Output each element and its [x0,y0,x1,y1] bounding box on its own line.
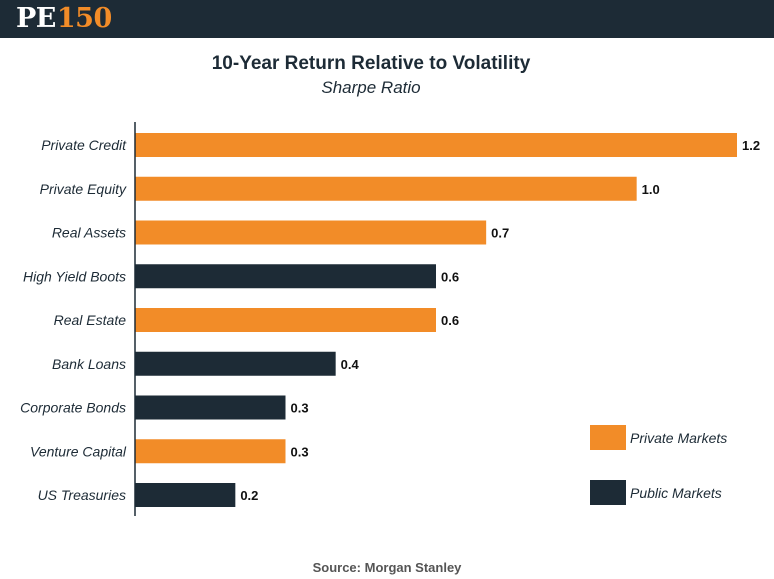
source-note: Source: Morgan Stanley [0,560,774,575]
category-label: Corporate Bonds [20,400,126,416]
bar-private-equity [135,176,637,201]
header-bar: PE150 [0,0,774,38]
chart-subtitle: Sharpe Ratio [321,78,421,97]
bar-high-yield-boots [135,264,436,289]
value-label: 0.7 [491,226,509,241]
value-label: 1.2 [742,138,760,153]
pe150-logo[interactable]: PE150 [16,2,112,36]
legend-swatch-private [590,425,626,450]
legend-label-public: Public Markets [630,485,722,501]
value-label: 0.3 [291,444,309,459]
source-prefix: Source: [312,560,361,575]
category-label: Private Equity [40,181,127,197]
legend-swatch-public [590,480,626,505]
category-label: US Treasuries [38,487,126,503]
value-label: 0.4 [341,357,360,372]
bar-private-credit [135,133,737,157]
bar-venture-capital [135,439,286,464]
value-label: 0.6 [441,269,459,284]
bar-real-estate [135,308,436,332]
value-label: 0.3 [291,401,309,416]
value-label: 0.6 [441,313,459,328]
bar-chart: Private Credit 1.2 Private Equity 1.0 Real A… [20,122,760,516]
bar-bank-loans [135,351,336,376]
category-label: Real Estate [54,312,127,328]
value-label: 0.2 [240,488,258,503]
category-label: Bank Loans [52,356,126,372]
chart-title: 10-Year Return Relative to Volatility [211,53,531,74]
bar-corporate-bonds [135,395,286,420]
source-name: Morgan Stanley [364,560,462,575]
bar-us-treasuries [135,483,236,507]
bar-real-assets [135,220,487,245]
legend-label-private: Private Markets [630,430,728,446]
category-label: Private Credit [41,137,127,153]
logo-letters: PE [16,3,56,34]
value-label: 1.0 [642,182,660,197]
category-label: Real Assets [52,225,126,241]
category-label: Venture Capital [30,443,127,459]
logo-number: 150 [56,3,112,34]
category-label: High Yield Boots [23,268,126,284]
